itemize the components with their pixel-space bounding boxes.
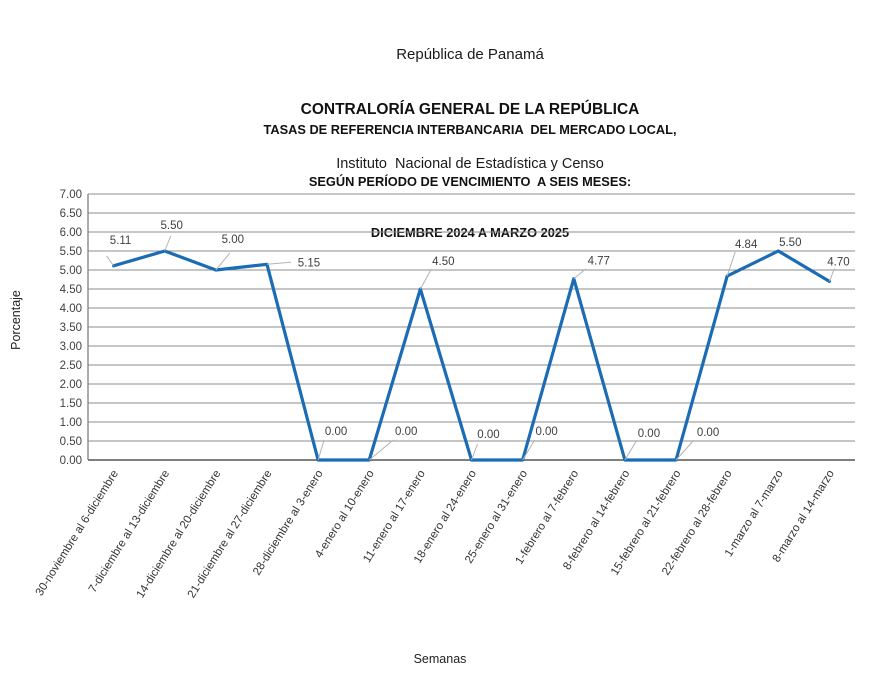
data-label-leader — [368, 439, 394, 461]
data-label-leader — [573, 268, 587, 280]
institute-subtitle: Instituto Nacional de Estadística y Cens… — [336, 156, 604, 172]
data-point-label: 0.00 — [638, 428, 660, 440]
data-label-leader — [317, 439, 325, 461]
data-point-label: 4.77 — [588, 256, 610, 268]
y-tick-label: 6.00 — [60, 227, 82, 239]
x-tick-label: 14-diciembre al 20-diciembre — [135, 468, 224, 600]
data-point-label: 0.00 — [697, 427, 719, 439]
data-point-label: 5.11 — [110, 235, 132, 247]
data-label-leader — [726, 251, 736, 277]
data-label-leader — [828, 268, 835, 282]
data-point-label: 5.00 — [222, 234, 244, 246]
y-tick-label: 4.50 — [60, 284, 82, 296]
y-tick-label: 5.00 — [60, 265, 82, 277]
y-tick-label: 0.00 — [60, 455, 82, 467]
data-label-leader — [266, 261, 292, 265]
data-label-leader — [624, 439, 638, 461]
x-tick-label: 21-diciembre al 27-diciembre — [186, 468, 275, 600]
data-label-leader — [522, 439, 536, 461]
data-label-leader — [106, 255, 114, 267]
data-label-leader — [419, 268, 432, 290]
data-label-leader — [471, 443, 478, 461]
y-axis-title: Porcentaje — [9, 290, 23, 350]
y-tick-label: 1.50 — [60, 398, 82, 410]
y-tick-label: 1.00 — [60, 417, 82, 429]
y-tick-label: 2.00 — [60, 379, 82, 391]
chart-title-line2: SEGÚN PERÍODO DE VENCIMIENTO A SEIS MESE… — [308, 173, 632, 189]
y-tick-label: 5.50 — [60, 246, 82, 258]
data-point-label: 5.15 — [298, 257, 320, 269]
data-label-leader — [164, 235, 172, 252]
y-tick-label: 6.50 — [60, 208, 82, 220]
institution-title: CONTRALORÍA GENERAL DE LA REPÚBLICA — [300, 101, 640, 118]
x-axis-title: Semanas — [414, 652, 467, 666]
data-point-label: 5.50 — [161, 220, 183, 232]
y-tick-label: 4.00 — [60, 303, 82, 315]
report-header: República de Panamá CONTRALORÍA GENERAL … — [61, 10, 879, 209]
country-title: República de Panamá — [396, 46, 544, 63]
x-tick-label: 1-marzo al 7-marzo — [723, 468, 786, 559]
data-point-label: 0.00 — [477, 429, 499, 441]
data-label-leader — [215, 252, 231, 271]
x-tick-label: 4-enero al 10-enero — [313, 468, 377, 560]
data-point-label: 0.00 — [535, 426, 557, 438]
y-tick-label: 3.50 — [60, 322, 82, 334]
y-tick-label: 7.00 — [60, 189, 82, 201]
data-point-label: 0.00 — [325, 426, 347, 438]
data-point-label: 4.50 — [432, 256, 454, 268]
y-tick-label: 3.00 — [60, 341, 82, 353]
x-tick-label: 30-noviembre al 6-diciembre — [34, 468, 121, 598]
y-tick-label: 0.50 — [60, 436, 82, 448]
data-point-label: 0.00 — [395, 426, 417, 438]
data-point-label: 4.84 — [735, 239, 758, 251]
data-label-leader — [675, 439, 695, 461]
y-tick-label: 2.50 — [60, 360, 82, 372]
chart-title-line1: TASAS DE REFERENCIA INTERBANCARIA DEL ME… — [263, 122, 677, 137]
chart-title: TASAS DE REFERENCIA INTERBANCARIA DEL ME… — [61, 86, 879, 277]
data-line — [111, 249, 832, 462]
data-point-label: 4.70 — [827, 256, 849, 268]
data-point-label: 5.50 — [779, 237, 801, 249]
